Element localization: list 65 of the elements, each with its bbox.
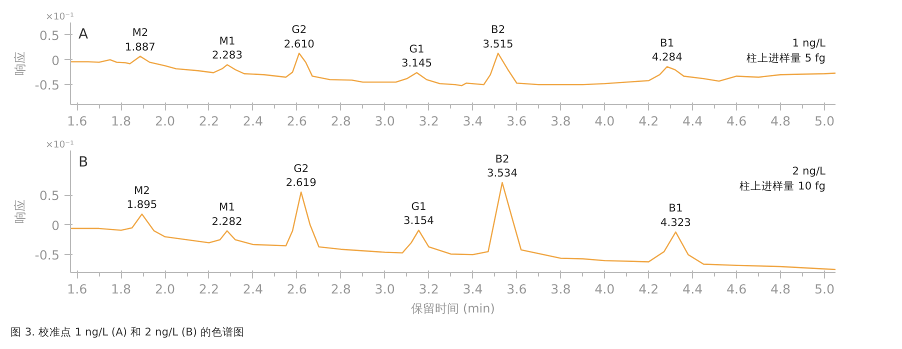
x-tick-label: 3.0 (374, 282, 395, 296)
x-tick-label: 2.2 (198, 282, 220, 296)
x-tick-label: 2.4 (242, 114, 264, 128)
x-tick-label: 3.4 (462, 114, 483, 128)
y-tick-label: -0.5 (34, 248, 60, 263)
caption: 图 3. 校准点 1 ng/L (A) 和 2 ng/L (B) 的色谱图 (10, 326, 244, 338)
annotation: 2 ng/L 柱上进样量 10 fg (740, 164, 826, 192)
x-tick-label: 5.0 (814, 282, 835, 296)
annotation: M2 1.895 (126, 184, 158, 212)
x-tick-label: 3.8 (550, 114, 571, 128)
x-tick-label: 2.6 (286, 282, 307, 296)
y-tick-label: 0.5 (39, 28, 60, 43)
x-tick-label: 4.2 (638, 282, 659, 296)
x-tick-label: 3.6 (506, 114, 527, 128)
x-tick-label: 3.2 (418, 282, 439, 296)
x-tick-label: 5.0 (814, 114, 835, 128)
x-tick-label: 4.6 (726, 114, 747, 128)
annotation: B2 3.515 (482, 23, 514, 50)
annotation: G1 3.154 (403, 200, 434, 228)
x-tick-label: 2.0 (154, 282, 176, 296)
y-tick-label: -0.5 (34, 78, 60, 93)
x-tick-label: 4.0 (594, 282, 615, 296)
y-axis-title: 响应 (12, 200, 27, 224)
y-axis-title: 响应 (12, 52, 27, 76)
x-tick-label: 1.6 (67, 282, 88, 296)
annotation: G2 2.610 (284, 23, 315, 50)
annotation: B1 4.323 (660, 202, 691, 230)
annotation: M1 2.283 (212, 34, 242, 62)
annotation: B1 4.284 (652, 36, 683, 64)
x-tick-label: 2.6 (286, 114, 307, 128)
y-tick-label: 0 (51, 52, 60, 68)
line-series (70, 52, 836, 86)
x-tick-label: 3.2 (418, 114, 439, 128)
x-tick-label: 4.4 (682, 114, 703, 128)
x-tick-label: 2.8 (330, 282, 351, 296)
x-tick-label: 3.8 (550, 282, 571, 296)
x-tick-label: 1.8 (110, 282, 132, 296)
x-tick-label: 4.8 (770, 114, 791, 128)
x-axis-title: 保留时间 (min) (411, 302, 495, 316)
x-tick-label: 2.8 (330, 114, 351, 128)
x-tick-label: 4.4 (682, 282, 703, 296)
annotation: G1 3.145 (401, 42, 432, 70)
annotation: M1 2.282 (212, 200, 242, 228)
x-tick-label: 4.8 (770, 282, 791, 296)
x-tick-label: 3.4 (462, 282, 483, 296)
annotation: ×10⁻¹ (46, 12, 74, 22)
chart-title: A (78, 26, 88, 42)
x-tick-label: 3.6 (506, 282, 527, 296)
x-tick-label: 3.0 (374, 114, 395, 128)
x-tick-label: 1.8 (110, 114, 132, 128)
annotation: B2 3.534 (486, 152, 518, 180)
chart-title: B (78, 154, 88, 170)
x-tick-label: 4.0 (594, 114, 615, 128)
x-tick-label: 2.0 (154, 114, 176, 128)
annotation: G2 2.619 (286, 162, 317, 190)
annotation: 1 ng/L 柱上进样量 5 fg (746, 36, 826, 64)
y-tick-label: 0 (51, 218, 60, 233)
y-tick-label: 0.5 (39, 188, 60, 204)
x-tick-label: 4.2 (638, 114, 659, 128)
x-tick-label: 2.4 (242, 282, 264, 296)
x-tick-label: 1.6 (67, 114, 88, 128)
annotation: M2 1.887 (124, 26, 156, 54)
text: ×10⁻¹ (46, 140, 74, 150)
x-tick-label: 4.6 (726, 282, 747, 296)
x-tick-label: 2.2 (198, 114, 220, 128)
